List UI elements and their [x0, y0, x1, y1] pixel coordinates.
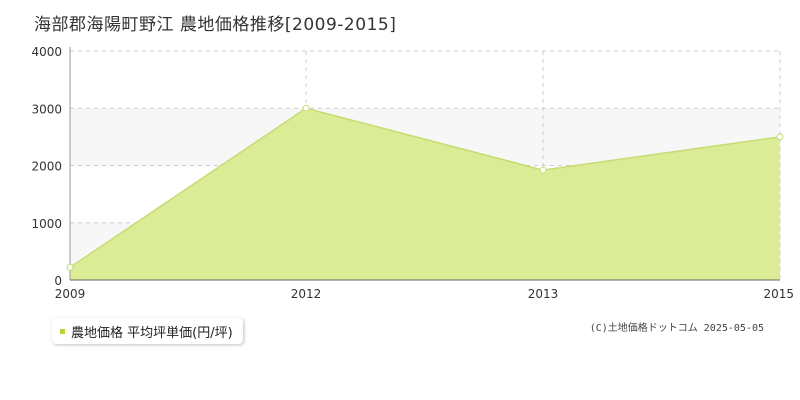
y-tick-label: 0: [54, 274, 62, 288]
y-tick-label: 3000: [31, 102, 62, 116]
chart-title: 海部郡海陽町野江 農地価格推移[2009-2015]: [34, 15, 397, 35]
copyright: (C)土地価格ドットコム 2025-05-05: [589, 323, 764, 334]
axes: [69, 47, 780, 281]
data-point-2012: [302, 104, 310, 112]
data-point-2013: [539, 166, 547, 174]
x-tick-label: 2013: [528, 287, 559, 301]
data-points: [66, 104, 784, 271]
y-tick-label: 1000: [31, 217, 62, 231]
x-tick-label: 2009: [55, 287, 86, 301]
x-tick-label: 2012: [291, 287, 322, 301]
y-tick-label: 4000: [31, 45, 62, 59]
series-line: [69, 107, 781, 269]
x-tick-labels: 2009 2012 2013 2015: [55, 287, 794, 301]
data-point-2009: [66, 263, 74, 271]
x-tick-label: 2015: [763, 287, 794, 301]
y-tick-labels: 0 1000 2000 3000 4000: [31, 45, 62, 288]
legend-label: 農地価格 平均坪単価(円/坪): [71, 325, 233, 341]
legend: 農地価格 平均坪単価(円/坪): [52, 318, 243, 344]
data-point-2015: [776, 133, 784, 141]
y-tick-label: 2000: [31, 160, 62, 174]
legend-swatch: [60, 328, 65, 334]
area-fill: [70, 108, 780, 280]
